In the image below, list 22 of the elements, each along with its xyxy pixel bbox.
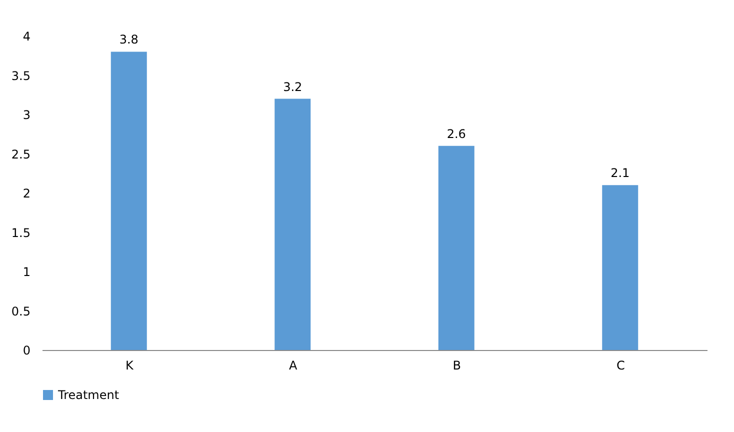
y-tick-label: 1.5 [11,226,30,240]
data-label: 3.2 [283,80,302,94]
data-label: 2.1 [610,166,630,180]
x-tick-label: C [616,358,625,372]
data-label: 3.8 [119,32,138,47]
y-tick-label: 3 [22,108,30,122]
y-tick-label: 0.5 [11,304,30,318]
data-label: 2.6 [446,126,466,141]
bar [438,146,474,350]
bar [602,185,638,350]
x-tick-label: A [289,358,298,372]
bar [110,52,147,350]
y-tick-label: 1 [22,265,30,279]
y-tick-label: 2.5 [11,147,30,162]
legend-label: Treatment [57,388,120,402]
y-tick-label: 4 [22,30,30,44]
x-tick-label: K [125,358,134,372]
y-tick-label: 3.5 [11,68,30,83]
x-tick-label: B [452,358,461,372]
bar [274,98,311,350]
y-tick-label: 2 [22,186,30,200]
y-tick-label: 0 [22,344,30,358]
